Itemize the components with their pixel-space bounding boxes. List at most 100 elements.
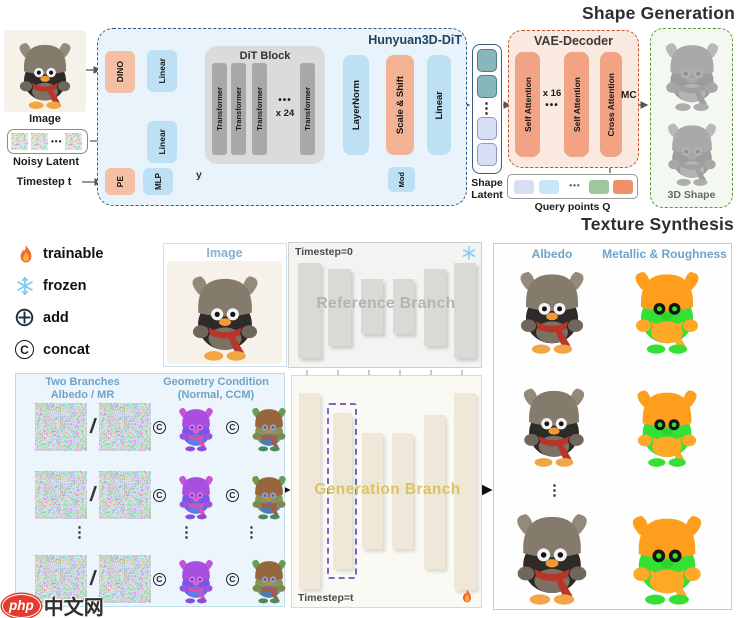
- y-label: y: [196, 169, 202, 181]
- shape-3d-front-icon: [657, 34, 727, 112]
- concat-icon: C: [225, 420, 239, 434]
- scale-shift-bar: Scale & Shift: [386, 55, 414, 155]
- unet-bar: [393, 279, 414, 334]
- unet-bar: [392, 433, 413, 549]
- dit-block-title: DiT Block: [239, 50, 291, 62]
- albedo-render: [507, 261, 597, 355]
- texture-synthesis-title: Texture Synthesis: [581, 214, 734, 234]
- noise-thumb: [31, 133, 48, 150]
- self-attention-bar: Self Attention: [564, 52, 589, 157]
- shape-latent-stack: ⋮: [472, 44, 502, 174]
- reference-timestep-label: Timestep=0: [295, 246, 353, 258]
- latent-token: [477, 143, 497, 166]
- unet-bar: [424, 269, 446, 346]
- watermark-logo: php: [2, 593, 41, 618]
- albedo-noise: [35, 555, 87, 603]
- albedo-render: [512, 378, 596, 468]
- ellipsis: ⋮: [547, 482, 562, 499]
- concat-icon: C: [225, 572, 239, 586]
- unet-bar: [298, 263, 321, 358]
- texture-outputs-panel: Albedo Metallic & Roughness ⋮: [493, 243, 732, 610]
- latent-token: [477, 49, 497, 72]
- branch-row: / C C: [35, 402, 297, 452]
- noisy-latent-strip: •••: [7, 129, 88, 154]
- penguin-photo-icon: [10, 34, 80, 110]
- ccm-map-icon: [241, 402, 297, 452]
- generation-branch-title: Generation Branch: [314, 481, 461, 498]
- mr-noise: [98, 471, 151, 519]
- self-attention-bar: Self Attention: [515, 52, 540, 157]
- concat-icon: C: [152, 572, 166, 586]
- latent-token: [477, 117, 497, 140]
- vae-repeat-count: x 16: [542, 88, 562, 99]
- legend-item-add: add: [15, 308, 69, 327]
- snowflake-icon: [462, 246, 476, 260]
- shape-latent-label: Shape Latent: [471, 177, 503, 201]
- ellipsis: ⋮: [244, 524, 259, 541]
- albedo-column-label: Albedo: [531, 247, 573, 261]
- hunyuan3d-dit-title: Hunyuan3D-DiT: [368, 33, 462, 47]
- latent-dots: ⋮: [479, 100, 494, 117]
- mr-noise: [98, 403, 151, 451]
- legend-item-frozen: frozen: [16, 277, 87, 295]
- query-token: [589, 179, 609, 194]
- cross-attention-bar: Cross Attention: [600, 52, 622, 157]
- unet-bar: [424, 415, 445, 569]
- geometry-condition-header: Geometry Condition (Normal, CCM): [163, 376, 269, 401]
- normal-map-icon: [168, 402, 224, 452]
- input-image: [4, 30, 86, 112]
- dit-repeat-dots: •••: [278, 95, 292, 106]
- add-icon: [15, 308, 34, 327]
- mlp-box: MLP: [143, 168, 173, 195]
- transformer-bar: Transformer: [300, 63, 315, 155]
- ellipsis: ⋮: [179, 524, 194, 541]
- mc-label: MC: [621, 90, 637, 101]
- two-branches-header: Two Branches Albedo / MR: [45, 376, 120, 401]
- unet-bar: [328, 269, 351, 346]
- albedo-render: [503, 502, 601, 606]
- texture-image-label: Image: [206, 246, 243, 260]
- transformer-bar: Transformer: [212, 63, 227, 155]
- unet-bar: [454, 263, 476, 358]
- slash-separator: /: [88, 414, 98, 439]
- query-token: [514, 179, 534, 194]
- unet-bar: [299, 393, 320, 589]
- query-points-label: Query points Q: [534, 201, 611, 213]
- pe-box: PE: [105, 168, 135, 195]
- concat-icon: C: [15, 340, 34, 359]
- noise-thumb: [11, 133, 28, 150]
- ccm-map-icon: [241, 470, 297, 520]
- watermark: php 中文网: [2, 591, 104, 618]
- query-token: [613, 179, 633, 194]
- albedo-noise: [35, 403, 87, 451]
- concat-icon: C: [152, 488, 166, 502]
- ccm-map-icon: [241, 554, 297, 604]
- concat-icon: C: [152, 420, 166, 434]
- transformer-bar: Transformer: [231, 63, 246, 155]
- timestep-input-label: Timestep t: [16, 176, 72, 188]
- two-branches-panel: Two Branches Albedo / MR Geometry Condit…: [15, 373, 285, 607]
- shape-3d-back-icon: [660, 115, 724, 187]
- transformer-bar: Transformer: [252, 63, 267, 155]
- mr-render: [618, 504, 716, 606]
- unet-bar: [362, 433, 383, 549]
- concat-icon: C: [225, 488, 239, 502]
- legend-item-concat: C concat: [15, 340, 90, 359]
- normal-map-icon: [168, 470, 224, 520]
- vae-decoder-title: VAE-Decoder: [534, 34, 613, 48]
- dit-repeat-count: x 24: [275, 108, 295, 119]
- branch-row: / C C: [35, 470, 297, 520]
- query-points-row: •••: [507, 174, 638, 199]
- mr-render: [622, 261, 712, 355]
- generation-branch-panel: Generation Branch Timestep=t: [291, 375, 482, 608]
- slash-separator: /: [88, 566, 98, 591]
- mr-column-label: Metallic & Roughness: [602, 247, 727, 261]
- linear-latent-box: Linear: [147, 121, 177, 163]
- mr-noise: [98, 555, 151, 603]
- latent-token: [477, 75, 497, 98]
- query-dots: •••: [569, 181, 581, 190]
- albedo-noise: [35, 471, 87, 519]
- linear-out-bar: Linear: [427, 55, 451, 155]
- unet-bar: [333, 413, 352, 569]
